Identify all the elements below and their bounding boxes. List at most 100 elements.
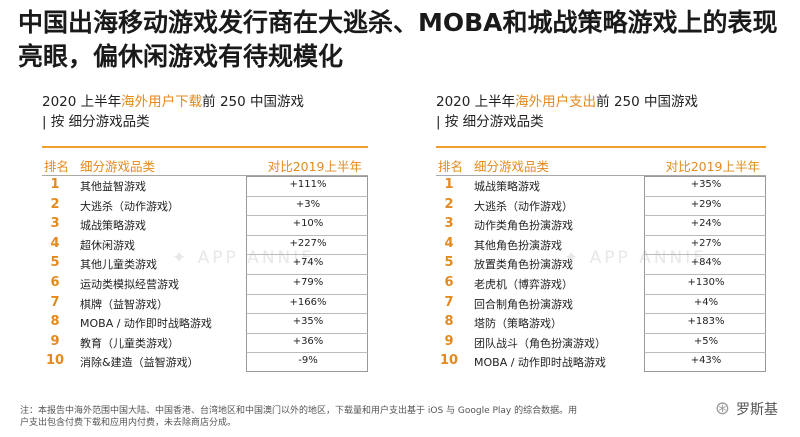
delta-cell [644,234,766,255]
rank-number: 2 [444,196,454,212]
category-name: 大逃杀（动作游戏） [474,199,573,213]
category-name: 其他角色扮演游戏 [474,238,562,252]
subtitle-highlight: 海外用户下载 [121,94,203,110]
watermark: ✦ APP ANNIE [172,248,316,268]
delta-cell [644,215,766,235]
delta-value: +43% [690,355,722,367]
table-row: 7 棋牌（益智游戏） +166% [42,293,368,314]
delta-cell [246,293,368,314]
subtitle-highlight: 海外用户支出 [515,94,597,110]
table-row: 2 大逃杀（动作游戏） +29% [436,195,766,216]
rank-number: 4 [444,235,454,251]
rank-number: 2 [50,196,60,212]
table-row: 3 动作类角色扮演游戏 +24% [436,215,766,235]
delta-cell [644,332,766,353]
rank-number: 9 [50,333,60,349]
delta-cell [644,273,766,294]
rank-number: 9 [444,333,454,349]
table-row: 4 其他角色扮演游戏 +27% [436,234,766,255]
table-row: 8 塔防（策略游戏） +183% [436,313,766,333]
delta-cell [246,234,368,255]
rank-number: 8 [444,314,454,330]
delta-value: +24% [690,218,722,230]
rank-number: 5 [444,255,454,271]
rank-number: 7 [50,294,60,310]
category-name: 运动类模拟经营游戏 [80,277,179,291]
brand-signature: ⊛ 罗斯基 [715,398,778,419]
header-rank: 排名 [44,159,70,174]
table-row: 8 MOBA / 动作即时战略游戏 +35% [42,313,368,333]
divider [42,175,368,176]
rank-number: 6 [444,274,454,290]
brand-name: 罗斯基 [736,401,778,418]
delta-value: +35% [690,179,722,190]
rank-number: 10 [439,353,459,369]
header-delta: 对比2019上半年 [267,159,362,174]
rank-number: 6 [50,274,60,290]
table-row: 3 城战策略游戏 +10% [42,215,368,235]
panel-subtitle-secondary: | 按 细分游戏品类 [42,114,150,130]
downloads-ranking-panel: 2020 上半年海外用户下载前 250 中国游戏 | 按 细分游戏品类 排名 细… [42,92,368,372]
delta-value: +3% [295,198,321,210]
divider [436,175,766,176]
wechat-icon: ⊛ [714,398,730,419]
rank-number: 3 [50,216,60,232]
delta-cell [644,176,766,196]
panel-subtitle: 2020 上半年海外用户支出前 250 中国游戏 [436,94,699,110]
delta-cell [644,195,766,216]
header-delta: 对比2019上半年 [665,159,760,174]
delta-value: +74% [292,257,324,269]
delta-value: +4% [693,296,719,308]
delta-cell [246,195,368,216]
panel-subtitle: 2020 上半年海外用户下载前 250 中国游戏 [42,94,305,110]
table-header: 排名 细分游戏品类 对比2019上半年 [436,154,766,176]
rank-number: 1 [444,177,454,192]
delta-value: +35% [292,316,324,328]
delta-value: +166% [289,296,327,308]
delta-cell [246,176,368,196]
divider [436,146,766,148]
delta-value: +227% [289,237,327,249]
header-category: 细分游戏品类 [80,159,156,174]
rank-number: 7 [444,294,454,310]
category-name: 团队战斗（角色扮演游戏） [474,336,606,350]
rank-number: 10 [45,353,65,369]
category-name: 塔防（策略游戏） [474,317,562,331]
rank-number: 4 [50,235,60,251]
category-name: 动作类角色扮演游戏 [474,219,573,233]
delta-cell [246,313,368,333]
category-name: 大逃杀（动作游戏） [80,199,179,213]
category-name: 老虎机（博弈游戏） [474,277,573,291]
delta-value: -9% [298,355,318,367]
page-title: 中国出海移动游戏发行商在大逃杀、MOBA和城战策略游戏上的表现亮眼，偏休闲游戏有… [18,8,778,71]
table-row: 6 运动类模拟经营游戏 +79% [42,273,368,294]
ranking-table: 1 城战策略游戏 +35% 2 大逃杀（动作游戏） +29% 3 动作类角色扮演游戏 +24% 4… [436,176,766,372]
table-row: 5 其他儿童类游戏 +74% [42,254,368,274]
table-row: 4 超休闲游戏 +227% [42,234,368,255]
table-row: 5 放置类角色扮演游戏 +84% [436,254,766,274]
category-name: 消除&建造（益智游戏） [80,356,199,370]
table-row: 10 MOBA / 动作即时战略游戏 +43% [436,352,766,372]
category-name: 城战策略游戏 [80,219,146,233]
footnote: 注：本报告中海外范围中国大陆、中国香港、台湾地区和中国澳门以外的地区，下载量和用… [20,406,578,428]
divider [42,146,368,148]
panel-subtitle-secondary: | 按 细分游戏品类 [436,114,544,130]
delta-cell [644,293,766,314]
table-row: 10 消除&建造（益智游戏） -9% [42,352,368,372]
table-row: 9 团队战斗（角色扮演游戏） +5% [436,332,766,353]
category-name: 回合制角色扮演游戏 [474,297,573,311]
delta-value: +10% [292,218,324,230]
delta-cell [246,254,368,274]
delta-value: +5% [693,335,719,347]
delta-value: +79% [292,276,324,288]
category-name: 超休闲游戏 [80,238,135,252]
table-row: 2 大逃杀（动作游戏） +3% [42,195,368,216]
category-name: 其他儿童类游戏 [80,258,157,272]
table-row: 9 教育（儿童类游戏） +36% [42,332,368,353]
category-name: 棋牌（益智游戏） [80,297,168,311]
header-rank: 排名 [438,159,464,174]
table-header: 排名 细分游戏品类 对比2019上半年 [42,154,368,176]
delta-cell [644,352,766,372]
category-name: MOBA / 动作即时战略游戏 [80,317,212,331]
delta-cell [246,215,368,235]
